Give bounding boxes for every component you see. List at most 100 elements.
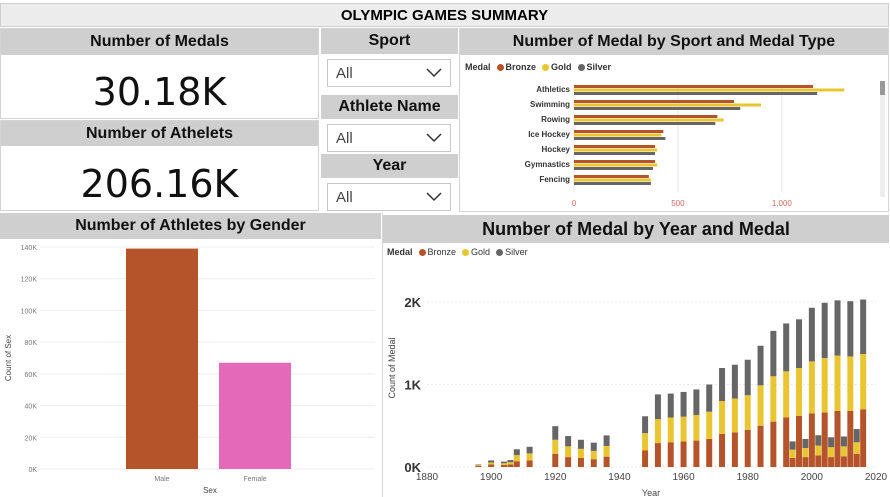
bar-segment-silver bbox=[783, 323, 790, 372]
bar-segment-gold bbox=[603, 445, 610, 457]
bar-segment-silver bbox=[840, 436, 847, 447]
bar-gold bbox=[574, 178, 651, 182]
bar-segment-gold bbox=[847, 356, 854, 411]
bar-segment-bronze bbox=[565, 457, 572, 467]
bar-segment-silver bbox=[552, 426, 559, 440]
slicer-athlete: Athlete Name All bbox=[321, 95, 458, 155]
bar-segment-silver bbox=[834, 300, 841, 356]
bar-segment-silver bbox=[667, 393, 674, 418]
scrollbar-thumb[interactable] bbox=[880, 81, 885, 95]
x-tick-label: 0 bbox=[572, 199, 577, 208]
bar-segment-gold bbox=[500, 463, 507, 465]
bar-silver bbox=[574, 122, 716, 125]
slicer-athlete-label: Athlete Name bbox=[321, 95, 458, 119]
y-tick-label: 0K bbox=[28, 467, 37, 474]
slicer-sport-label: Sport bbox=[321, 28, 458, 54]
category-label: Ice Hockey bbox=[528, 130, 570, 139]
kpi-athletes-value: 206.16K bbox=[80, 162, 239, 206]
y-axis-label: Count of Sex bbox=[4, 335, 13, 381]
y-tick-label: 100K bbox=[21, 308, 38, 315]
bar-segment-gold bbox=[719, 401, 726, 434]
category-label: Gymnastics bbox=[525, 160, 571, 169]
y-tick-label: 80K bbox=[25, 340, 38, 347]
bar-segment-silver bbox=[796, 319, 803, 368]
bar-segment-gold bbox=[821, 358, 828, 413]
bar-segment-silver bbox=[693, 389, 700, 416]
bar-segment-bronze bbox=[757, 425, 764, 467]
year-chart-title: Number of Medal by Year and Medal bbox=[383, 215, 889, 243]
bar-segment-bronze bbox=[860, 409, 867, 467]
legend-item-gold: Gold bbox=[462, 247, 490, 257]
bar-segment-silver bbox=[744, 359, 751, 396]
bar-segment-silver bbox=[507, 460, 514, 463]
slicer-year-label: Year bbox=[321, 154, 458, 178]
y-tick-label: 60K bbox=[25, 372, 38, 379]
year-chart-legend: Medal Bronze Gold Silver bbox=[387, 247, 528, 257]
bar-segment-bronze bbox=[796, 415, 803, 467]
x-tick-label: 1880 bbox=[416, 472, 439, 483]
bar-segment-bronze bbox=[590, 459, 597, 467]
year-chart-plot: 0K 1K 2K 1880 1900 1920 1940 1960 1980 2000 2020 Ye… bbox=[387, 295, 888, 497]
bar-segment-bronze bbox=[840, 456, 847, 467]
bar-segment-bronze bbox=[507, 464, 514, 467]
bar-gold bbox=[574, 103, 762, 107]
bar-bronze bbox=[574, 160, 656, 163]
category-label: Fencing bbox=[539, 175, 570, 184]
bar-segment-silver bbox=[808, 307, 815, 362]
x-tick-label: 500 bbox=[671, 199, 685, 208]
bar-bronze bbox=[574, 85, 814, 88]
kpi-medals-value: 30.18K bbox=[92, 70, 227, 114]
bar-segment-silver bbox=[757, 345, 764, 386]
bar-segment-bronze bbox=[802, 457, 809, 467]
bar-segment-bronze bbox=[808, 413, 815, 467]
slicer-athlete-value: All bbox=[336, 129, 353, 147]
bar-segment-bronze bbox=[815, 455, 822, 467]
legend-item-silver: Silver bbox=[577, 62, 611, 72]
x-tick-label: 2000 bbox=[801, 472, 824, 483]
bar-segment-gold bbox=[853, 442, 860, 454]
legend-item-bronze: Bronze bbox=[418, 247, 456, 257]
bar-segment-bronze bbox=[680, 441, 687, 467]
bar-segment-bronze bbox=[693, 440, 700, 467]
slicer-sport-dropdown[interactable]: All bbox=[327, 59, 451, 87]
bar-segment-gold bbox=[680, 416, 687, 442]
x-axis-label: Sex bbox=[203, 486, 217, 495]
bar-segment-bronze bbox=[719, 434, 726, 467]
sport-chart-plot: Athletics Swimming Rowing Ice Hockey Hockey G… bbox=[525, 85, 845, 208]
bar-segment-bronze bbox=[770, 421, 777, 467]
sport-chart-card: Number of Medal by Sport and Medal Type … bbox=[459, 28, 889, 212]
bar-segment-gold bbox=[667, 417, 674, 443]
title-bar: OLYMPIC GAMES SUMMARY bbox=[0, 3, 889, 27]
bar-segment-gold bbox=[828, 447, 835, 458]
bar-segment-gold bbox=[860, 353, 867, 410]
bar-bronze bbox=[574, 130, 664, 133]
bar-segment-gold bbox=[526, 453, 533, 461]
slicer-athlete-dropdown[interactable]: All bbox=[327, 124, 451, 152]
gender-chart-card: Number of Athletes by Gender 0K 20K 40K 60K… bbox=[0, 213, 381, 497]
bar-silver bbox=[574, 167, 653, 170]
bar-segment-silver bbox=[860, 299, 867, 354]
bar-segment-silver bbox=[488, 460, 495, 463]
bar-segment-silver bbox=[500, 461, 507, 464]
bar-silver bbox=[574, 107, 741, 110]
legend-item-gold: Gold bbox=[542, 62, 572, 72]
bar-segment-silver bbox=[577, 439, 584, 449]
bar-segment-silver bbox=[719, 368, 726, 401]
chevron-down-icon bbox=[426, 133, 442, 143]
slicer-sport: Sport All bbox=[321, 28, 458, 92]
bar-segment-silver bbox=[642, 416, 649, 434]
legend-title: Medal bbox=[387, 247, 413, 257]
bar-gold bbox=[574, 88, 845, 92]
x-tick-label: 1960 bbox=[672, 472, 695, 483]
x-tick-label: 1900 bbox=[480, 472, 503, 483]
bar-male bbox=[126, 248, 198, 469]
bar-segment-silver bbox=[802, 438, 809, 449]
x-tick-label: 1920 bbox=[544, 472, 567, 483]
bar-segment-bronze bbox=[847, 410, 854, 467]
bar-segment-bronze bbox=[577, 457, 584, 467]
slicer-year-dropdown[interactable]: All bbox=[327, 183, 451, 211]
kpi-athletes-label: Number of Athelets bbox=[1, 121, 318, 146]
bar-segment-bronze bbox=[552, 453, 559, 467]
bar-segment-gold bbox=[789, 449, 796, 458]
sport-chart-scrollbar[interactable] bbox=[880, 81, 885, 197]
